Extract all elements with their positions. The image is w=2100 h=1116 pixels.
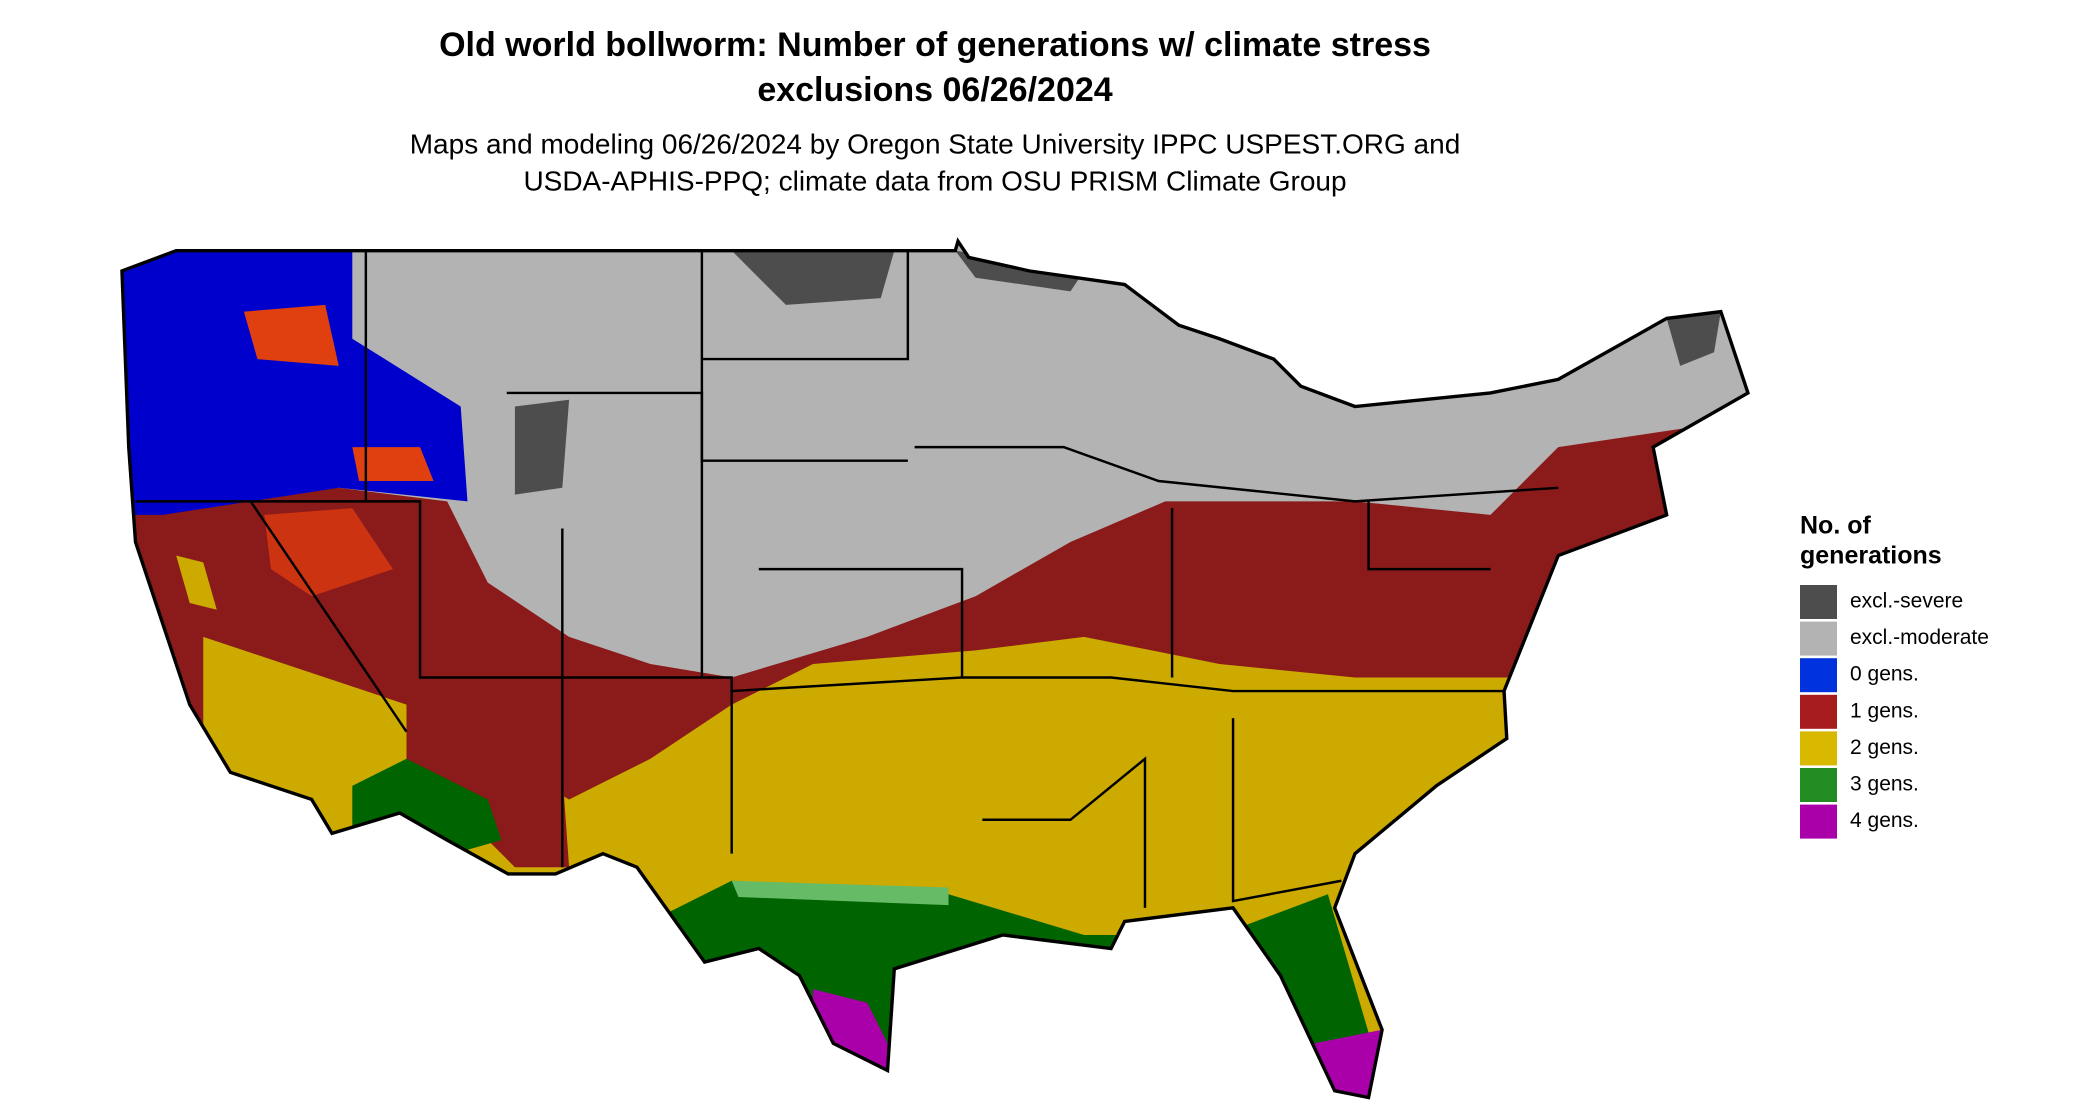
legend-swatch [1800,694,1837,729]
legend-label: 1 gens. [1850,699,1919,722]
legend-label: 4 gens. [1850,809,1919,832]
legend-label: 2 gens. [1850,736,1919,759]
legend-label: excl.-severe [1850,590,1963,613]
legend-swatch [1800,804,1837,839]
legend-label: 0 gens. [1850,663,1919,686]
legend-title: No. of [1800,512,1871,540]
title: Old world bollworm: Number of generation… [439,26,1431,64]
legend-label: 3 gens. [1850,773,1919,796]
legend-swatch [1800,768,1837,802]
subtitle: USDA-APHIS-PPQ; climate data from OSU PR… [523,165,1346,196]
title: exclusions 06/26/2024 [757,71,1112,109]
legend-label: excl.-moderate [1850,626,1989,649]
subtitle: Maps and modeling 06/26/2024 by Oregon S… [410,128,1461,159]
legend: excl.-severe excl.-moderate 0 gens. 1 gens.… [1800,585,1989,839]
legend-swatch [1800,731,1837,766]
legend-title: generations [1800,542,1942,570]
legend-swatch [1800,621,1837,656]
legend-swatch [1800,658,1837,693]
legend-swatch [1800,585,1837,619]
